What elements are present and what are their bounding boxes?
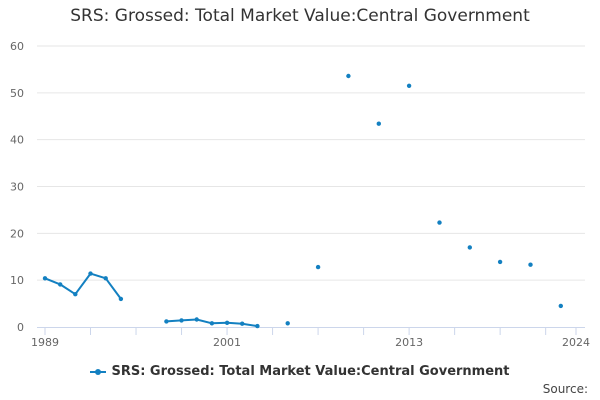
data-point-2001[interactable] [224,320,230,325]
data-point-1992[interactable] [88,271,93,276]
legend-swatch [90,368,107,375]
y-tick-label-30: 30 [10,181,24,194]
grid-lines [37,45,585,281]
source-label: Source: [542,382,588,396]
series-line-segment-0[interactable] [44,272,122,300]
legend[interactable]: SRS: Grossed: Total Market Value:Central… [0,364,600,379]
data-point-2023[interactable] [558,303,563,309]
x-tick-label-2001: 2001 [213,336,241,349]
data-point-1998[interactable] [179,318,184,323]
data-point-2005[interactable] [285,321,290,326]
data-point-2013[interactable] [406,83,412,89]
data-point-2021[interactable] [528,262,533,267]
y-tick-label-10: 10 [10,274,24,287]
x-tick-label-2024: 2024 [562,336,590,349]
data-point-2003[interactable] [255,323,260,329]
data-point-1993[interactable] [103,276,108,281]
y-tick-label-0: 0 [17,321,24,334]
x-axis-labels: 1989 2001 2013 2024 [31,336,590,349]
data-point-2017[interactable] [467,245,472,250]
y-tick-label-40: 40 [10,134,24,147]
data-point-2015[interactable] [437,220,442,225]
data-point-2011[interactable] [376,121,381,126]
y-tick-label-50: 50 [10,87,24,100]
x-axis [37,327,585,335]
x-tick-label-1989: 1989 [31,336,59,349]
data-point-1991[interactable] [73,292,78,297]
y-tick-label-20: 20 [10,227,24,240]
data-point-2000[interactable] [209,321,215,326]
y-tick-label-60: 60 [10,40,24,53]
x-tick-label-2013: 2013 [395,336,423,349]
data-point-2009[interactable] [346,73,351,79]
legend-label: SRS: Grossed: Total Market Value:Central… [111,364,510,379]
chart-title: SRS: Grossed: Total Market Value:Central… [70,6,530,26]
data-point-1997[interactable] [164,319,169,324]
data-point-1999[interactable] [194,317,199,322]
y-axis-labels: 0 10 20 30 40 50 60 [10,40,24,334]
data-point-1990[interactable] [58,282,63,287]
data-point-2002[interactable] [240,321,245,326]
legend-marker [95,368,102,375]
data-point-1994[interactable] [118,296,124,302]
series-main[interactable] [42,73,563,329]
data-point-1989[interactable] [42,276,48,281]
data-point-2019[interactable] [497,259,503,265]
data-point-2007[interactable] [315,264,321,270]
